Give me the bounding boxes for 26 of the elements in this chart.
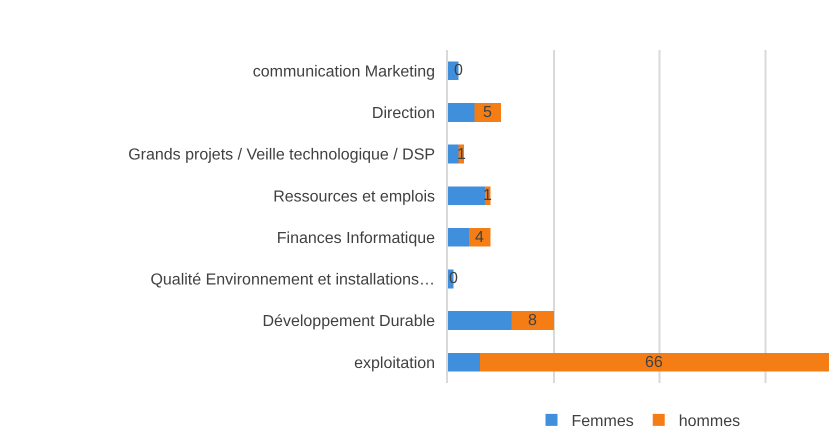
y-tick-label: Finances Informatique [276,230,436,247]
bar [448,352,480,372]
y-tick-label: Ressources et emplois [273,188,436,206]
bar [512,311,554,330]
data-label: 66 [645,354,663,371]
bar [448,228,470,247]
bar [480,352,829,372]
bar [448,186,486,206]
data-label: 0 [454,62,463,79]
bar [448,144,459,164]
y-tick-label: exploitation [354,354,436,372]
legend-label: Femmes [572,413,634,430]
bar [469,228,490,247]
legend-label: hommes [678,413,740,430]
y-tick-label: Direction [372,105,436,122]
data-label: 8 [528,312,537,329]
bar [448,103,474,122]
y-tick-label: Qualité Environnement et installations… [150,272,436,289]
data-label: 0 [449,270,458,287]
data-label: 5 [483,104,492,121]
data-label: 4 [475,229,484,246]
bar [474,103,501,122]
y-tick-label: Grands projets / Veille technologique / DSP [128,146,436,164]
y-tick-label: communication Marketing [252,63,436,80]
y-tick-label: Développement Durable [262,313,436,330]
bar [448,311,512,330]
